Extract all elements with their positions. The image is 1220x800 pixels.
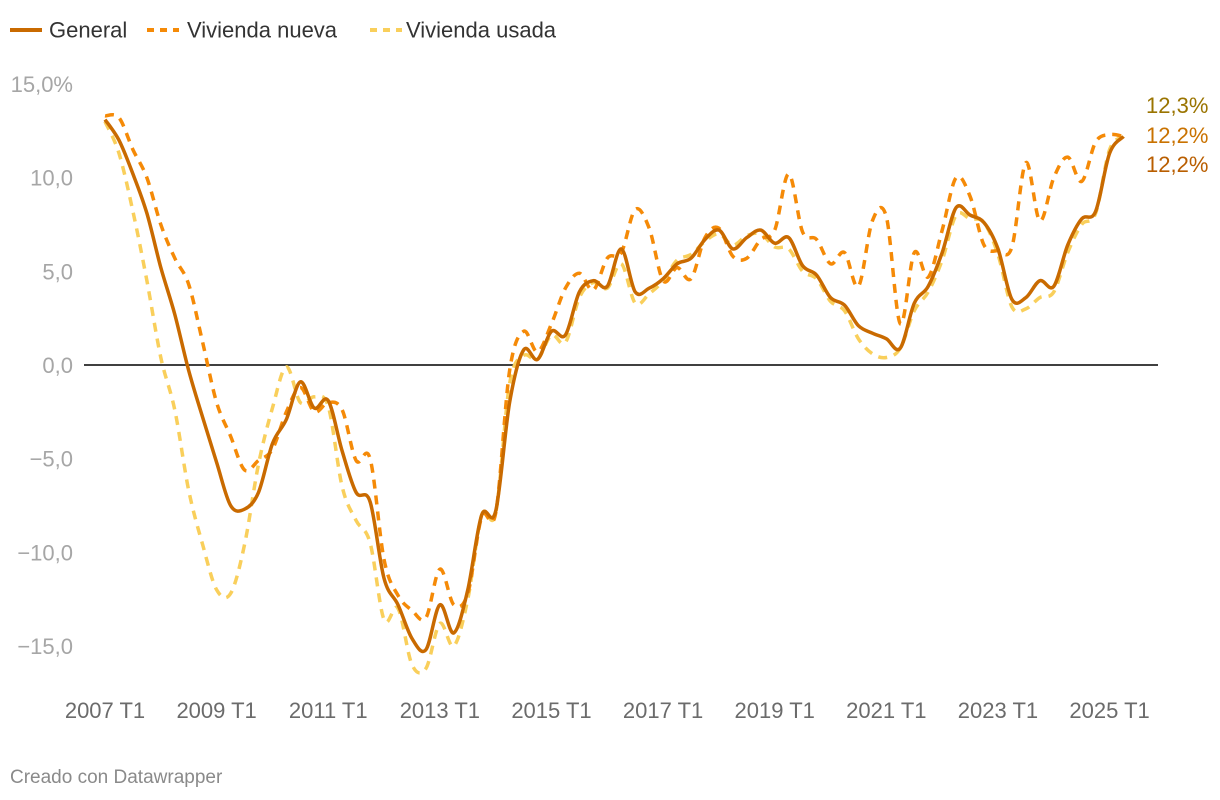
legend-item-general: General	[10, 18, 127, 43]
y-tick-label: −10,0	[17, 540, 73, 565]
y-tick-label: 0,0	[42, 353, 73, 378]
series-layer	[103, 112, 1125, 675]
y-axis: 15,0% 10,0 5,0 0,0 −5,0 −10,0 −15,0	[11, 72, 73, 659]
series-line-vivienda-nueva	[104, 112, 1124, 622]
x-tick-label: 2019 T1	[735, 698, 815, 723]
y-tick-label: 15,0%	[11, 72, 73, 97]
y-tick-label: 5,0	[42, 259, 73, 284]
x-tick-label: 2007 T1	[65, 698, 145, 723]
x-tick-label: 2021 T1	[846, 698, 926, 723]
end-label-vivienda-usada: 12,3%	[1146, 93, 1208, 118]
y-tick-label: −5,0	[30, 447, 73, 472]
series-line-general	[103, 118, 1125, 654]
legend-item-vivienda-usada: Vivienda usada	[370, 18, 557, 43]
legend-item-vivienda-nueva: Vivienda nueva	[147, 18, 338, 43]
end-label-vivienda-nueva: 12,2%	[1146, 123, 1208, 148]
credit-text: Creado con Datawrapper	[10, 767, 223, 788]
y-tick-label: −15,0	[17, 634, 73, 659]
x-tick-label: 2015 T1	[511, 698, 591, 723]
x-tick-label: 2023 T1	[958, 698, 1038, 723]
x-tick-label: 2025 T1	[1069, 698, 1149, 723]
x-tick-label: 2009 T1	[176, 698, 256, 723]
legend-label-vivienda-usada: Vivienda usada	[406, 18, 557, 43]
legend: General Vivienda nueva Vivienda usada	[10, 18, 557, 43]
end-labels: 12,3% 12,2% 12,2%	[1146, 93, 1208, 177]
x-tick-label: 2011 T1	[289, 698, 368, 723]
legend-label-vivienda-nueva: Vivienda nueva	[187, 18, 338, 43]
y-tick-label: 10,0	[30, 166, 73, 191]
x-tick-label: 2017 T1	[623, 698, 703, 723]
end-label-general: 12,2%	[1146, 152, 1208, 177]
legend-label-general: General	[49, 18, 127, 43]
x-axis: 2007 T1 2009 T1 2011 T1 2013 T1 2015 T1 2017 …	[65, 698, 1150, 723]
x-tick-label: 2013 T1	[400, 698, 480, 723]
series-line-vivienda-usada	[103, 120, 1125, 675]
